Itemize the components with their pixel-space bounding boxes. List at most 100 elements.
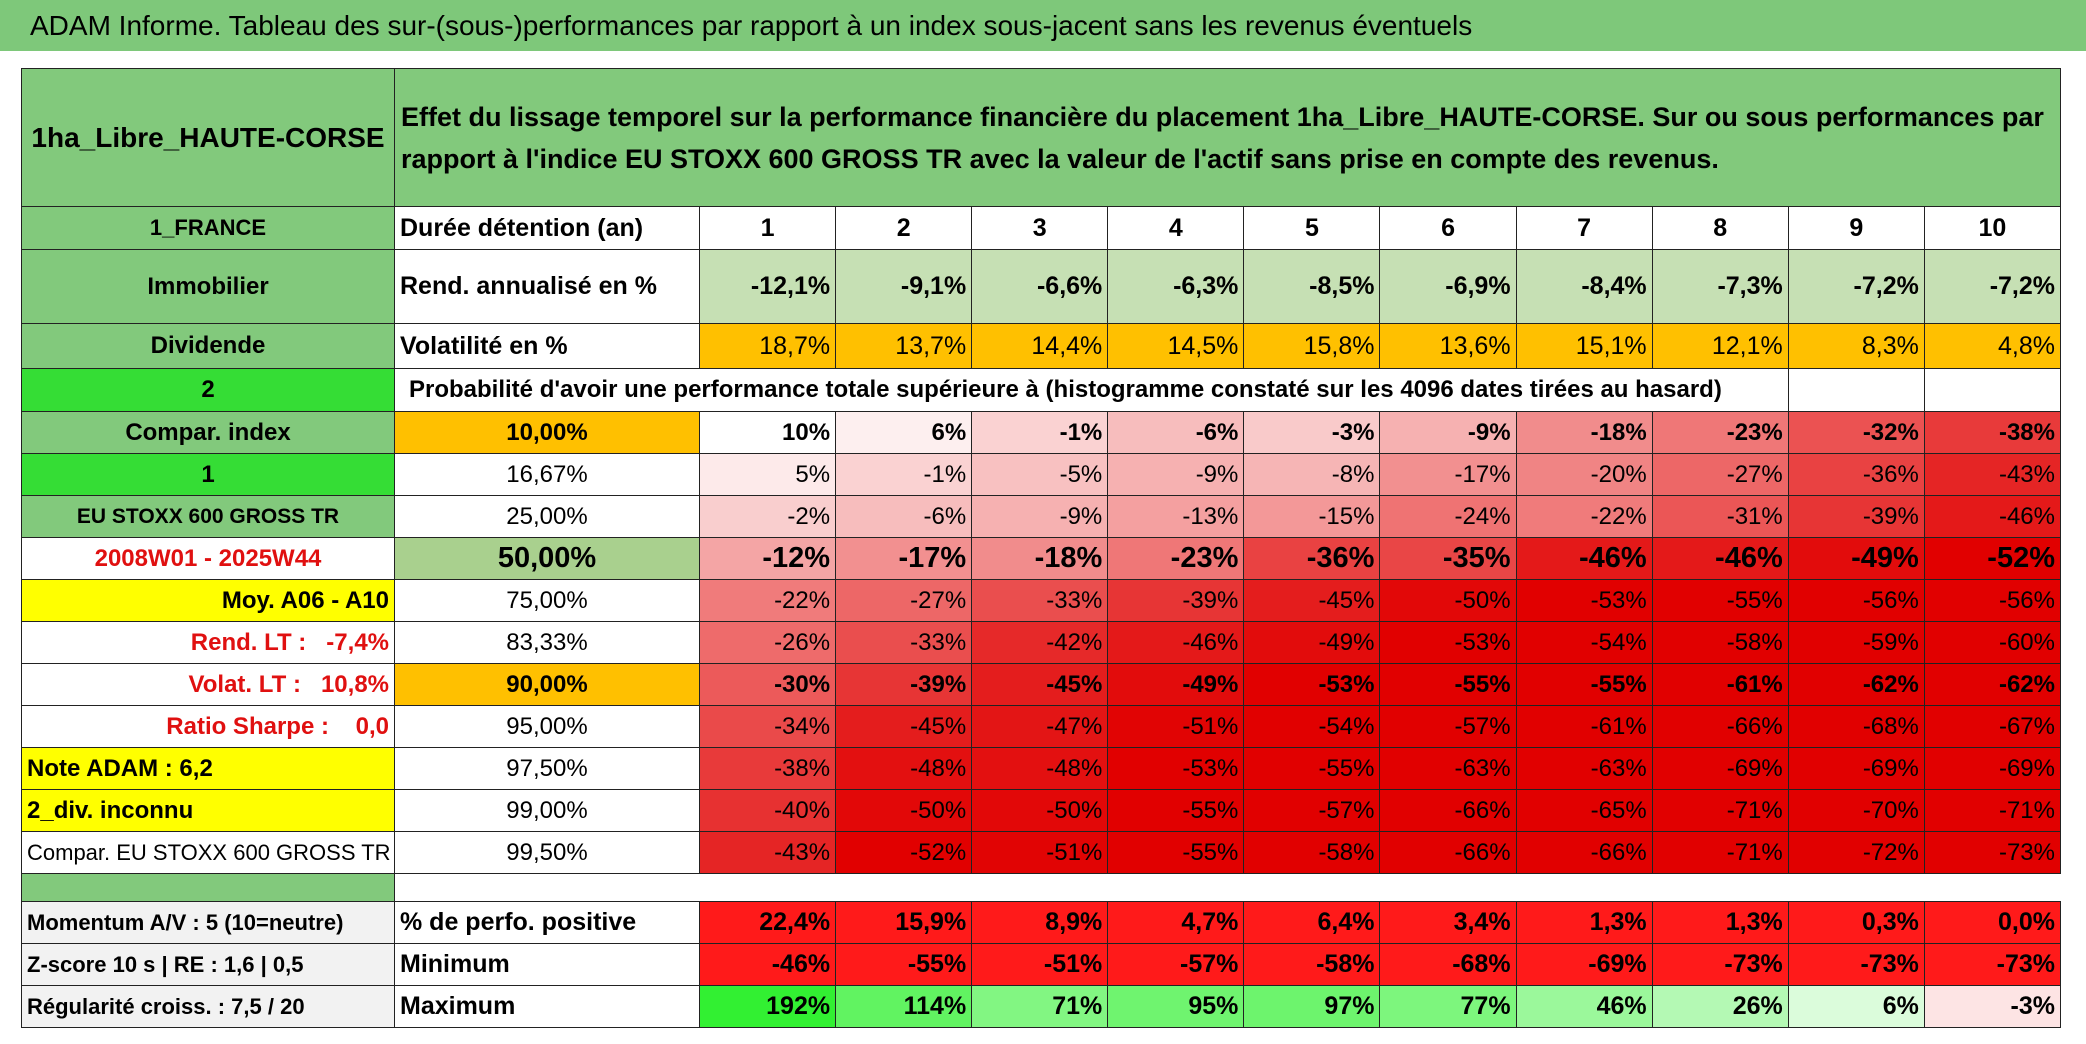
quantile-value: -71% [1651,831,1789,874]
quantile-value: -50% [1379,579,1517,622]
row-label: % de perfo. positive [394,901,700,944]
quantile-value: -18% [971,537,1109,580]
footer-value: 0,3% [1787,901,1925,944]
quantile-value: -48% [971,747,1109,790]
quantile-value: -67% [1923,705,2062,748]
quantile-value: 5% [698,453,837,496]
quantile-value: -8% [1243,453,1381,496]
footer-value: 1,3% [1515,901,1653,944]
quantile-value: -66% [1379,831,1517,874]
quantile-level: 25,00% [394,495,700,538]
footer-value: 8,9% [971,901,1109,944]
quantile-value: -9% [1107,453,1245,496]
left-label: Immobilier [21,249,395,324]
footer-value: 6,4% [1243,901,1381,944]
quantile-value: -55% [1243,747,1381,790]
quantile-value: -73% [1923,831,2062,874]
quantile-value: -69% [1787,747,1925,790]
footer-value: 192% [698,985,837,1028]
empty-cell [1787,368,1925,412]
footer-value: 26% [1651,985,1789,1028]
quantile-value: -62% [1787,663,1925,706]
quantile-value: -49% [1243,621,1381,664]
quantile-value: -55% [1379,663,1517,706]
description: Effet du lissage temporel sur la perform… [394,68,2061,207]
quantile-value: -65% [1515,789,1653,832]
footer-left: Régularité croiss. : 7,5 / 20 [21,985,395,1028]
quantile-value: -59% [1787,621,1925,664]
title-bar: ADAM Informe. Tableau des sur-(sous-)per… [0,0,2086,51]
quantile-value: -43% [698,831,837,874]
year: 5 [1243,206,1381,250]
quantile-value: -32% [1787,411,1925,454]
quantile-value: -45% [1243,579,1381,622]
quantile-value: -56% [1787,579,1925,622]
table-row: 1_FRANCE Durée détention (an) 1 2 3 4 5 6 7 8 9 10 [21,206,2062,250]
volatility-value: 12,1% [1651,323,1789,369]
volatility-value: 15,8% [1243,323,1381,369]
return-value: -6,3% [1107,249,1245,324]
quantile-value: -49% [1107,663,1245,706]
spacer-cell [395,874,2061,902]
quantile-value: -50% [971,789,1109,832]
return-value: -7,2% [1787,249,1925,324]
table-row: Z-score 10 s | RE : 1,6 | 0,5 Minimum -46%… [21,943,2062,986]
quantile-value: -39% [1787,495,1925,538]
quantile-value: -34% [698,705,837,748]
quantile-value: -38% [698,747,837,790]
quantile-value: -5% [971,453,1109,496]
fund-name: 1ha_Libre_HAUTE-CORSE [21,68,395,207]
table-row: 1 16,67% 5% -1% -5% -9% -8% -17% -20% -27% -36% -43… [21,453,2062,496]
quantile-level: 97,50% [394,747,700,790]
quantile-value: -12% [698,537,837,580]
footer-value: -3% [1923,985,2062,1028]
quantile-value: -35% [1379,537,1517,580]
quantile-value: -68% [1787,705,1925,748]
quantile-value: -53% [1107,747,1245,790]
left-label: Rend. LT : -7,4% [21,621,395,664]
footer-value: 15,9% [835,901,973,944]
quantile-value: -66% [1651,705,1789,748]
quantile-value: -63% [1515,747,1653,790]
table-row: 2008W01 - 2025W44 50,00% -12% -17% -18% -23% -… [21,537,2062,580]
footer-value: -69% [1515,943,1653,986]
quantile-value: -2% [698,495,837,538]
quantile-value: -1% [835,453,973,496]
quantile-value: -51% [1107,705,1245,748]
quantile-value: 10% [698,411,837,454]
year: 10 [1923,206,2062,250]
quantile-value: -39% [835,663,973,706]
quantile-level: 99,00% [394,789,700,832]
quantile-value: -53% [1379,621,1517,664]
footer-value: 3,4% [1379,901,1517,944]
quantile-level: 95,00% [394,705,700,748]
footer-value: -46% [698,943,837,986]
left-label: 2 [21,368,395,412]
probability-title: Probabilité d'avoir une performance tota… [394,368,1789,412]
quantile-value: -24% [1379,495,1517,538]
table-row: 2_div. inconnu 99,00% -40% -50% -50% -55% -57%… [21,789,2062,832]
footer-value: -55% [835,943,973,986]
footer-value: 0,0% [1923,901,2062,944]
quantile-value: -6% [1107,411,1245,454]
left-label: 2008W01 - 2025W44 [21,537,395,580]
volatility-value: 8,3% [1787,323,1925,369]
quantile-value: -69% [1651,747,1789,790]
volatility-value: 13,7% [835,323,973,369]
table-row: Volat. LT : 10,8% 90,00% -30% -39% -45% -49% -… [21,663,2062,706]
footer-value: -73% [1787,943,1925,986]
quantile-value: -63% [1379,747,1517,790]
quantile-value: -72% [1787,831,1925,874]
footer-value: 1,3% [1651,901,1789,944]
footer-value: 4,7% [1107,901,1245,944]
row-label: Minimum [394,943,700,986]
quantile-value: -51% [971,831,1109,874]
footer-value: 114% [835,985,973,1028]
table-row: Note ADAM : 6,2 97,50% -38% -48% -48% -53% -55… [21,747,2062,790]
empty-cell [1923,368,2062,412]
quantile-value: -22% [1515,495,1653,538]
quantile-value: -23% [1651,411,1789,454]
return-value: -7,2% [1923,249,2062,324]
year: 7 [1515,206,1653,250]
